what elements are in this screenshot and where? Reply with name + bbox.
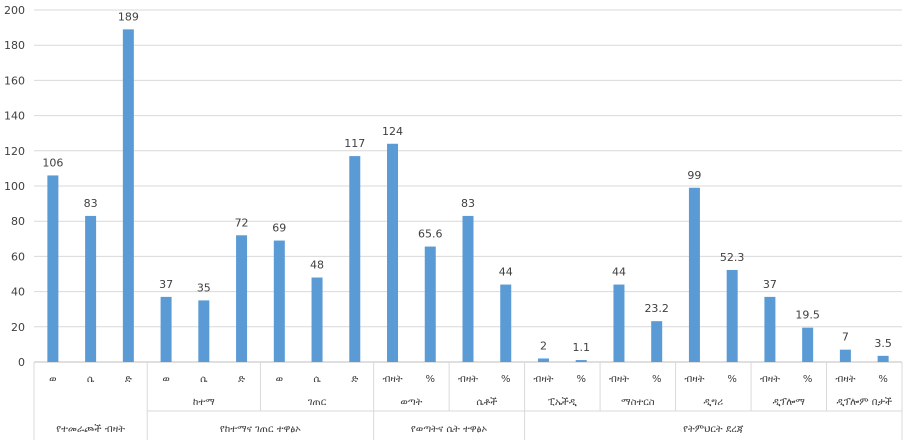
x-tick-label: ብዛት xyxy=(760,374,780,385)
bar xyxy=(764,296,776,362)
data-label: 37 xyxy=(763,278,777,291)
bar xyxy=(651,321,663,362)
x-tick-label: ድ xyxy=(351,374,358,385)
axis-supergroup-label: የከተማና ገጠር ተዋፅኦ xyxy=(220,424,301,435)
x-tick-label: ብዛት xyxy=(533,374,553,385)
bars xyxy=(47,29,889,363)
x-tick-label: % xyxy=(803,374,813,385)
data-label: 72 xyxy=(235,216,249,229)
axis-supergroup-label: የትምህርት ደረጃ xyxy=(683,424,744,435)
bar xyxy=(688,187,700,362)
y-tick-label: 0 xyxy=(18,356,25,369)
x-tick-label: % xyxy=(727,374,737,385)
axis-group-label: ዲፕሎማ xyxy=(773,397,806,408)
x-tick-label: ሴ xyxy=(200,374,208,385)
axis-group-label: ወጣት xyxy=(400,397,422,408)
x-tick-label: ብዛት xyxy=(835,374,855,385)
x-tick-label: ወ xyxy=(276,374,283,385)
bar xyxy=(387,143,399,362)
bar xyxy=(424,246,436,362)
x-tick-label: ብዛት xyxy=(684,374,704,385)
x-tick-label: ብዛት xyxy=(609,374,629,385)
bar xyxy=(311,277,323,362)
bar xyxy=(273,240,285,362)
bar xyxy=(462,215,474,362)
data-label: 3.5 xyxy=(874,337,892,350)
data-labels: 106 83 189 37 35 72 69 48 117 124 65.6 83 44 2 1.1 44 23… xyxy=(42,10,892,354)
x-tick-label: ወ xyxy=(162,374,169,385)
data-label: 189 xyxy=(118,10,139,23)
x-tick-label: ሴ xyxy=(313,374,321,385)
bar xyxy=(47,175,59,362)
x-tick-label: % xyxy=(652,374,662,385)
y-tick-label: 20 xyxy=(11,321,25,334)
x-tick-label: ብዛት xyxy=(382,374,402,385)
data-label: 83 xyxy=(461,197,475,210)
bar xyxy=(85,215,97,362)
y-tick-label: 140 xyxy=(4,110,25,123)
bar xyxy=(349,156,361,362)
data-label: 117 xyxy=(344,137,365,150)
data-label: 44 xyxy=(612,266,626,279)
x-tick-label: % xyxy=(576,374,586,385)
axis-supergroup-label: የተመራጮች ብዛት xyxy=(56,424,125,435)
axis-group-label: ማስተርስ xyxy=(621,397,655,408)
axis-group-label: ከተማ xyxy=(193,397,215,408)
data-label: 23.2 xyxy=(644,302,669,315)
bar xyxy=(613,284,625,362)
bar xyxy=(122,29,134,363)
x-tick-label: ብዛት xyxy=(458,374,478,385)
bar xyxy=(160,296,172,362)
axis-group-label: ዲፕሎም በታች xyxy=(837,397,893,408)
y-tick-label: 200 xyxy=(4,4,25,17)
x-tick-label: % xyxy=(878,374,888,385)
bar xyxy=(500,284,512,362)
data-label: 65.6 xyxy=(418,228,443,241)
bar xyxy=(877,355,889,362)
axis-group-label: ገጠር xyxy=(308,397,327,408)
data-label: 37 xyxy=(159,278,173,291)
x-tick-label: % xyxy=(426,374,436,385)
y-tick-label: 80 xyxy=(11,215,25,228)
y-tick-label: 160 xyxy=(4,74,25,87)
bar xyxy=(537,358,549,362)
data-label: 99 xyxy=(687,169,701,182)
x-axis: ወ ሴ ድ ወ ሴ ድ ወ ሴ ድ ብዛት% ብዛት% ብዛት% ብዛት% ብዛት% ብዛት% ብዛት % ከተማ… xyxy=(33,362,903,440)
data-label: 48 xyxy=(310,259,324,272)
data-label: 7 xyxy=(842,331,849,344)
x-tick-label: ወ xyxy=(49,374,56,385)
y-tick-label: 120 xyxy=(4,145,25,158)
data-label: 106 xyxy=(42,156,63,169)
bar xyxy=(236,235,248,362)
data-label: 52.3 xyxy=(720,251,745,264)
data-label: 44 xyxy=(499,266,513,279)
data-label: 19.5 xyxy=(795,309,820,322)
data-label: 35 xyxy=(197,281,211,294)
x-tick-label: % xyxy=(501,374,511,385)
bar xyxy=(198,300,210,362)
axis-group-label: ዲግሪ xyxy=(704,397,724,408)
data-label: 1.1 xyxy=(572,341,590,354)
x-tick-label: ሴ xyxy=(87,374,95,385)
x-tick-label: ድ xyxy=(125,374,132,385)
axis-supergroup-label: የወጣትና ሴት ተዋፅኦ xyxy=(411,424,488,435)
data-label: 83 xyxy=(84,197,98,210)
y-tick-label: 40 xyxy=(11,286,25,299)
bar xyxy=(802,327,814,362)
axis-group-label: ሴቶች xyxy=(476,397,497,408)
bar xyxy=(839,349,851,362)
y-tick-label: 100 xyxy=(4,180,25,193)
data-label: 2 xyxy=(540,339,547,352)
data-label: 69 xyxy=(272,222,286,235)
x-tick-label: ድ xyxy=(238,374,245,385)
axis-group-label: ፒኤችዲ xyxy=(548,397,577,408)
bar xyxy=(726,269,738,362)
data-label: 124 xyxy=(382,125,403,138)
bar xyxy=(575,360,587,362)
y-tick-label: 60 xyxy=(11,250,25,263)
y-axis: 0 20 40 60 80 100 120 140 160 180 200 xyxy=(4,4,25,369)
y-tick-label: 180 xyxy=(4,39,25,52)
